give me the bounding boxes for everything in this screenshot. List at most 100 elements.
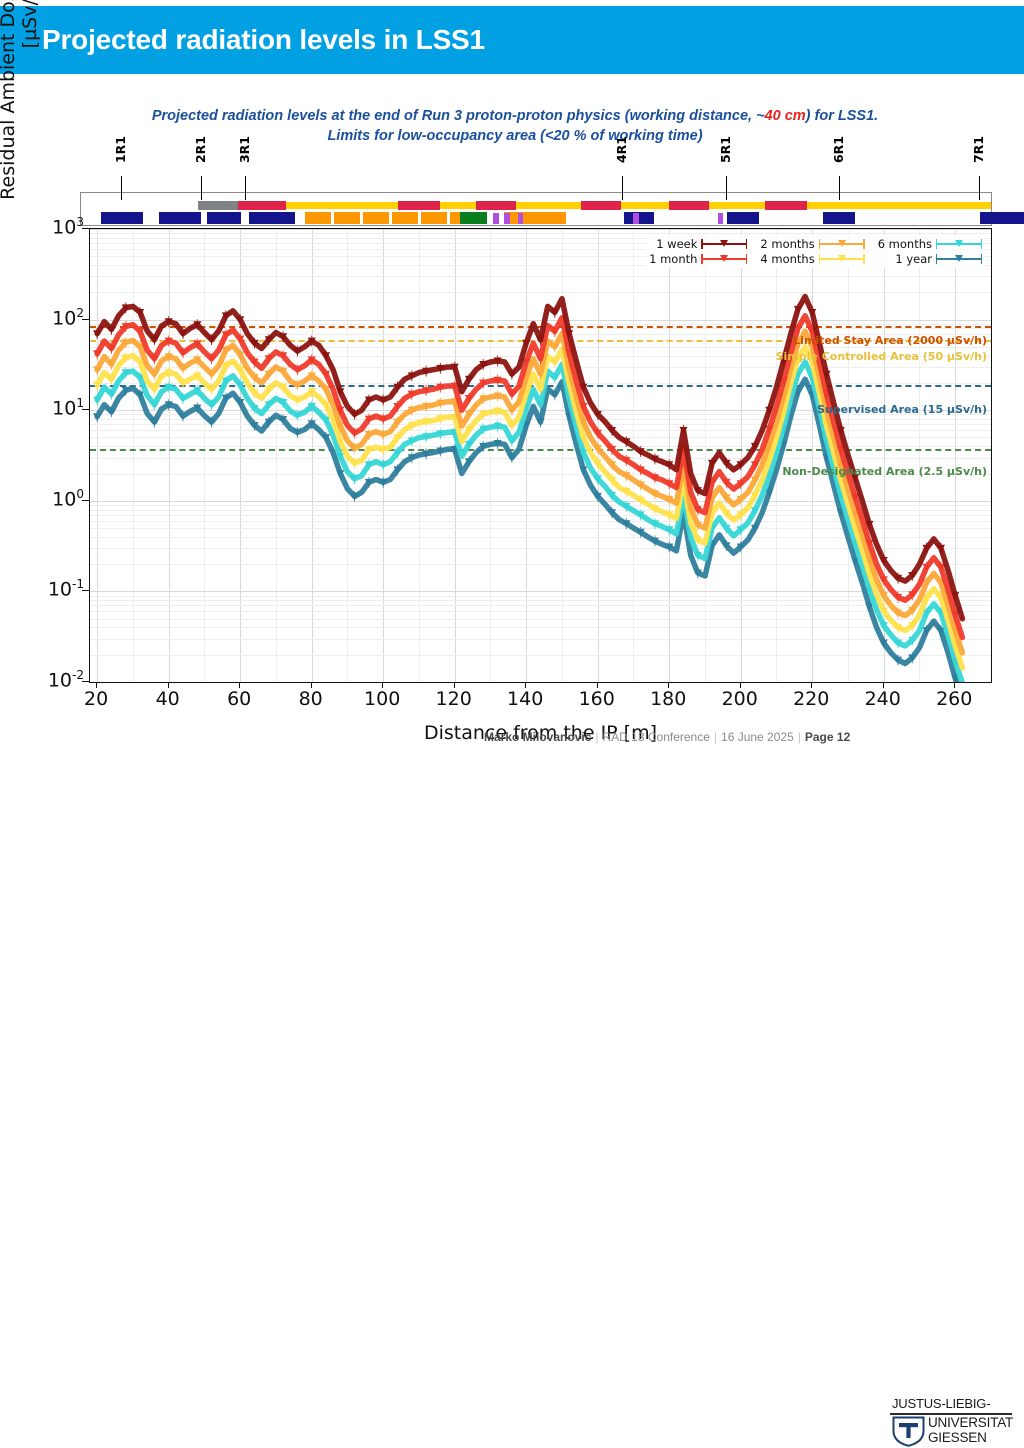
- figure-caption: Projected radiation levels at the end of…: [60, 106, 970, 146]
- x-tick-label: 200: [721, 688, 758, 710]
- gridline-horizontal-minor: [90, 504, 991, 506]
- gridline-horizontal-minor: [90, 654, 991, 656]
- legend-item-1-week[interactable]: 1 week: [649, 237, 748, 251]
- chart-legend: 1 week 2 months 6 months 1 month 4 month…: [646, 235, 985, 268]
- chart-series-1-year: [94, 229, 960, 682]
- dipole-block: [624, 212, 654, 224]
- gridline-horizontal-minor: [90, 276, 991, 278]
- y-tick-label: 10-2: [47, 668, 84, 692]
- legend-label: 1 month: [649, 252, 698, 266]
- gridline-horizontal-minor: [90, 243, 991, 245]
- y-tick-label: 103: [52, 215, 84, 239]
- dipole-block: [823, 212, 855, 224]
- shield-icon: [892, 1416, 925, 1447]
- gridline-horizontal: [90, 682, 991, 683]
- legend-item-2-months[interactable]: 2 months: [760, 237, 865, 251]
- x-tick-label: 260: [936, 688, 973, 710]
- gridline-horizontal-minor: [90, 600, 991, 602]
- legend-item-1-month[interactable]: 1 month: [649, 252, 748, 266]
- layout-marker-1r1: 1R1: [113, 136, 128, 164]
- gridline-horizontal-minor: [90, 605, 991, 607]
- gridline-vertical-minor: [275, 229, 277, 682]
- dipole-block: [249, 212, 295, 224]
- x-tick-label: 160: [578, 688, 615, 710]
- quadrupole-block: [504, 212, 566, 224]
- caption-part-c: ) for: [805, 108, 838, 124]
- gridline-vertical: [168, 229, 170, 682]
- dipole-block: [159, 212, 201, 224]
- x-tick-mark: [382, 681, 384, 688]
- gridline-horizontal: [90, 319, 991, 321]
- gridline-vertical-minor: [132, 229, 134, 682]
- slide-title-bar: Projected radiation levels in LSS1: [0, 6, 1024, 74]
- gridline-horizontal-minor: [90, 595, 991, 597]
- y-tick-label: 101: [52, 396, 84, 420]
- dipole-block: [207, 212, 241, 224]
- layout-marker-line: [245, 176, 246, 200]
- y-tick-label: 100: [52, 486, 84, 511]
- chart-series-2-months: [94, 229, 966, 656]
- x-tick-mark: [453, 681, 455, 688]
- footer-sep-2: |: [713, 730, 718, 744]
- purple-block: [518, 213, 523, 224]
- gridline-vertical: [526, 229, 528, 682]
- layout-marker-5r1: 5R1: [718, 136, 733, 164]
- limit-label: Simple Controlled Area (50 µSv/h): [775, 349, 987, 363]
- footer-conference: RAD 13 Conference: [602, 730, 710, 744]
- y-tick-mark: [82, 499, 89, 501]
- x-tick-label: 120: [435, 688, 472, 710]
- x-tick-label: 80: [298, 688, 323, 710]
- gridline-horizontal-minor: [90, 564, 991, 566]
- rf-block: [476, 201, 516, 210]
- logo-line-universitat: UNIVERSITAT: [928, 1415, 1014, 1430]
- y-tick-mark: [82, 228, 89, 229]
- rf-block: [581, 201, 621, 210]
- x-tick-label: 180: [650, 688, 687, 710]
- legend-item-1-year[interactable]: 1 year: [878, 252, 982, 266]
- gridline-horizontal-minor: [90, 520, 991, 522]
- legend-marker-icon: [701, 253, 748, 265]
- dipole-block: [980, 212, 1024, 224]
- gridline-horizontal-minor: [90, 249, 991, 251]
- gridline-horizontal: [90, 229, 991, 230]
- green-block: [460, 212, 487, 224]
- x-tick-mark: [596, 681, 598, 688]
- gridline-horizontal: [90, 500, 991, 502]
- legend-item-6-months[interactable]: 6 months: [878, 237, 982, 251]
- legend-item-4-months[interactable]: 4 months: [760, 252, 865, 266]
- legend-label: 4 months: [760, 252, 815, 266]
- gridline-vertical: [383, 229, 385, 682]
- legend-marker-icon: [701, 238, 748, 250]
- x-tick-mark: [239, 681, 241, 688]
- limit-label: Non-Designated Area (2.5 µSv/h): [782, 464, 987, 478]
- university-logo: JUSTUS-LIEBIG- UNIVERSITAT GIESSEN: [874, 1396, 1014, 1448]
- legend-label: 1 week: [656, 237, 698, 251]
- purple-block: [504, 213, 510, 224]
- gridline-vertical: [955, 229, 957, 682]
- caption-part-a: Projected radiation levels at the end of…: [151, 108, 630, 124]
- chart-series-6-months: [94, 229, 965, 682]
- legend-marker-icon: [818, 238, 865, 250]
- chart-series-1-month: [94, 229, 966, 641]
- gridline-vertical: [311, 229, 313, 682]
- gridline-horizontal-minor: [90, 292, 991, 294]
- gridline-horizontal-minor: [90, 233, 991, 235]
- legend-label: 6 months: [877, 237, 932, 251]
- quadrupole-block: [421, 212, 447, 224]
- gridline-vertical-minor: [704, 229, 706, 682]
- caption-distance-value: 40 cm: [764, 108, 806, 124]
- purple-block: [493, 213, 499, 224]
- layout-marker-3r1: 3R1: [237, 136, 252, 164]
- gridline-horizontal-minor: [90, 611, 991, 613]
- chart-series-4-months: [94, 229, 966, 671]
- machine-layout-strip: [80, 192, 1024, 226]
- legend-marker-icon: [818, 253, 865, 265]
- x-tick-label: 240: [864, 688, 901, 710]
- gridline-vertical-minor: [919, 229, 921, 682]
- rf-block: [238, 201, 286, 210]
- layout-marker-7r1: 7R1: [971, 136, 986, 164]
- quadrupole-block: [392, 212, 418, 224]
- layout-marker-6r1: 6R1: [831, 136, 846, 164]
- x-tick-label: 60: [227, 688, 252, 710]
- gridline-vertical-minor: [561, 229, 563, 682]
